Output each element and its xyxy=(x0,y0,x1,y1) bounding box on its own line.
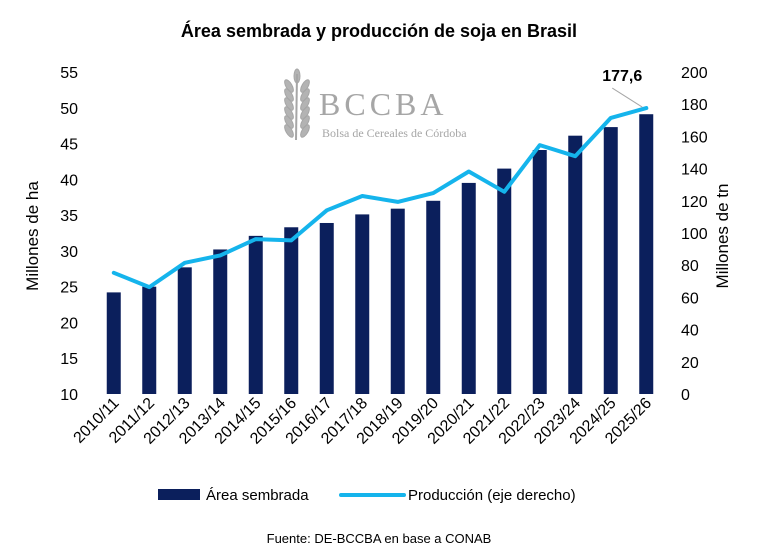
line-point xyxy=(360,194,364,198)
y-left-tick-label: 55 xyxy=(60,65,78,82)
bar xyxy=(355,214,370,394)
y-right-tick-label: 60 xyxy=(681,290,699,307)
bar xyxy=(568,135,583,394)
wheat-grain-left xyxy=(284,79,294,93)
bar xyxy=(213,249,228,394)
line-point xyxy=(431,191,435,195)
wheat-grain-right xyxy=(300,106,310,120)
wheat-grain-right xyxy=(300,79,310,93)
bar xyxy=(639,114,654,395)
line-point xyxy=(147,285,151,289)
line-point xyxy=(573,154,577,158)
line-point xyxy=(467,169,471,173)
wheat-grain-right xyxy=(300,88,310,102)
x-axis: 2010/112011/122012/132013/142014/152015/… xyxy=(70,395,655,448)
wheat-stem xyxy=(295,73,298,141)
y-left-tick-label: 45 xyxy=(60,137,78,154)
bar xyxy=(248,235,263,394)
wheat-icon xyxy=(284,68,310,141)
y-left-tick-label: 30 xyxy=(60,244,78,261)
line-point xyxy=(218,253,222,257)
wheat-grain-right xyxy=(300,115,310,129)
y-left-tick-label: 10 xyxy=(60,387,78,404)
y-left-tick-label: 25 xyxy=(60,280,78,297)
line-series-production xyxy=(111,106,649,290)
y-right-tick-label: 100 xyxy=(681,226,708,243)
line-point xyxy=(502,190,506,194)
y-axis-left: 10 15 20 25 30 35 40 45 50 55 xyxy=(60,65,78,404)
bar xyxy=(142,286,157,394)
y-left-tick-label: 15 xyxy=(60,351,78,368)
y-right-tick-label: 40 xyxy=(681,323,699,340)
bar xyxy=(106,292,121,394)
y-axis-right: 0 20 40 60 80 100 120 140 160 180 200 xyxy=(681,65,708,404)
callout-leader xyxy=(611,87,643,108)
legend-label-area: Área sembrada xyxy=(206,487,309,504)
source-note: Fuente: DE-BCCBA en base a CONAB xyxy=(267,531,492,546)
bar xyxy=(390,208,405,394)
line-point xyxy=(289,238,293,242)
bar xyxy=(461,182,476,394)
wheat-grain-top xyxy=(293,68,301,84)
y-right-tick-label: 180 xyxy=(681,97,708,114)
logo-watermark: BCCBA Bolsa de Cereales de Córdoba xyxy=(284,68,467,141)
y-left-tick-label: 20 xyxy=(60,315,78,332)
legend-label-production: Producción (eje derecho) xyxy=(408,487,576,504)
wheat-grain-left xyxy=(284,124,294,138)
line-point xyxy=(254,237,258,241)
line-point xyxy=(609,116,613,120)
bar xyxy=(497,168,512,394)
y-right-tick-label: 0 xyxy=(681,387,690,404)
callout: 177,6 xyxy=(602,68,643,108)
y-right-tick-label: 160 xyxy=(681,129,708,146)
wheat-grain-left xyxy=(284,88,294,102)
y-axis-right-label: Millones de tn xyxy=(713,184,732,289)
bar xyxy=(603,127,618,394)
bar xyxy=(532,149,547,394)
legend: Área sembrada Producción (eje derecho) xyxy=(158,487,576,504)
wheat-grain-left xyxy=(284,106,294,120)
bar-series-area xyxy=(106,114,654,395)
bar xyxy=(426,200,441,394)
legend-swatch-area xyxy=(158,489,200,500)
y-left-tick-label: 35 xyxy=(60,208,78,225)
production-line xyxy=(111,106,649,290)
y-right-tick-label: 140 xyxy=(681,162,708,179)
y-right-tick-label: 20 xyxy=(681,355,699,372)
y-right-tick-label: 80 xyxy=(681,258,699,275)
y-left-tick-label: 50 xyxy=(60,101,78,118)
line-point xyxy=(538,143,542,147)
wheat-grain-left xyxy=(284,115,294,129)
wheat-grain-right xyxy=(300,97,310,111)
bar xyxy=(319,222,334,394)
line-point xyxy=(644,106,648,110)
line-point xyxy=(183,261,187,265)
logo-subtitle: Bolsa de Cereales de Córdoba xyxy=(322,126,467,140)
line-point xyxy=(112,271,116,275)
y-left-tick-label: 40 xyxy=(60,172,78,189)
line-point xyxy=(396,200,400,204)
wheat-grain-right xyxy=(300,124,310,138)
bar xyxy=(177,267,192,394)
y-right-tick-label: 200 xyxy=(681,65,708,82)
logo-name: BCCBA xyxy=(319,86,447,122)
line-point xyxy=(325,208,329,212)
wheat-grain-left xyxy=(284,97,294,111)
y-right-tick-label: 120 xyxy=(681,194,708,211)
chart-title: Área sembrada y producción de soja en Br… xyxy=(181,20,577,41)
y-axis-left-label: Millones de ha xyxy=(23,181,42,291)
bar xyxy=(284,227,299,394)
callout-label: 177,6 xyxy=(602,68,642,85)
